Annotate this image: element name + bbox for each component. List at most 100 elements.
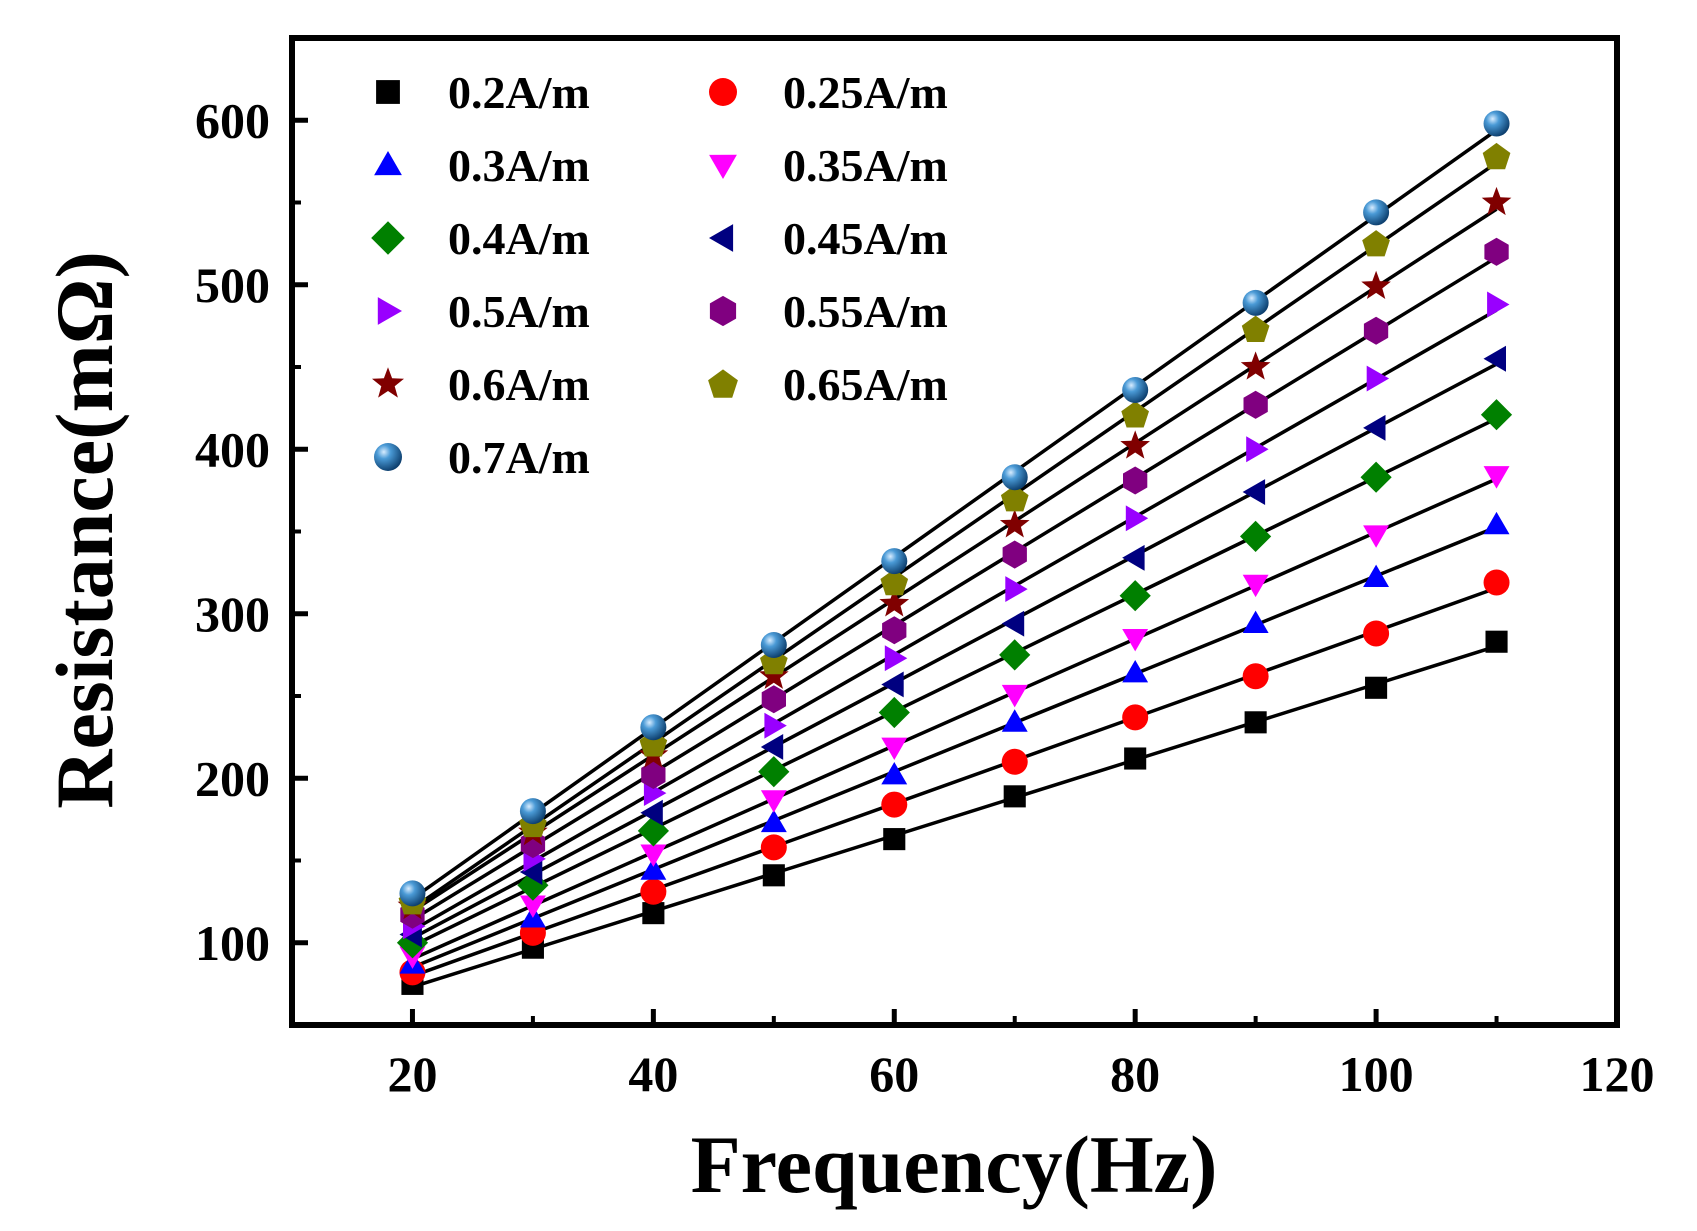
data-point: [1363, 525, 1389, 548]
data-point: [1242, 610, 1269, 633]
fit-line: [411, 362, 1498, 940]
data-point: [882, 616, 907, 645]
data-point: [760, 809, 787, 833]
data-point: [879, 588, 910, 617]
data-point: [999, 509, 1030, 538]
data-point: [399, 880, 426, 907]
data-point: [1483, 466, 1510, 489]
legend-marker: [374, 443, 402, 471]
data-point: [758, 756, 790, 788]
legend-marker: [377, 297, 402, 325]
data-point: [1365, 676, 1388, 699]
data-point: [1240, 351, 1271, 380]
legend-marker: [374, 151, 402, 176]
data-point: [1483, 511, 1510, 535]
data-point: [640, 857, 667, 880]
data-point: [1363, 414, 1386, 441]
data-point: [637, 815, 669, 847]
data-point: [1243, 390, 1268, 419]
data-point: [1001, 464, 1028, 491]
legend-label: 0.35A/m: [783, 140, 948, 191]
data-point: [884, 645, 908, 672]
data-point: [1242, 479, 1266, 505]
data-point: [881, 762, 908, 785]
y-tick-label: 300: [195, 586, 270, 642]
data-point: [1122, 629, 1149, 652]
fit-line: [411, 586, 1498, 978]
data-point: [1482, 142, 1511, 170]
data-point: [764, 712, 787, 739]
data-point: [1003, 785, 1026, 808]
data-point: [1001, 748, 1028, 775]
data-point: [1483, 110, 1510, 137]
data-point: [1363, 620, 1390, 647]
data-point: [1119, 580, 1151, 612]
data-point: [999, 639, 1031, 671]
x-tick-label: 60: [869, 1046, 919, 1102]
data-point: [1000, 485, 1029, 512]
data-point: [640, 799, 663, 826]
data-point: [1240, 520, 1272, 552]
data-point: [1123, 466, 1148, 495]
data-point: [1125, 505, 1149, 532]
data-point: [517, 869, 549, 901]
x-tick-label: 20: [387, 1046, 437, 1102]
data-point: [1483, 569, 1510, 596]
fit-line: [411, 308, 1498, 932]
legend-marker: [371, 221, 405, 255]
data-point: [1485, 630, 1508, 653]
data-point: [1122, 660, 1149, 683]
x-tick-label: 120: [1580, 1046, 1655, 1102]
data-point: [640, 878, 667, 905]
data-point: [1120, 430, 1150, 459]
y-tick-label: 400: [195, 421, 270, 477]
data-point: [1244, 711, 1267, 734]
legend: 0.2A/m 0.25A/m 0.3A/m 0.35A/m 0.4A/m 0.45A/m 0…: [371, 67, 948, 483]
data-point: [1481, 186, 1512, 216]
x-axis-title: Frequency(Hz): [691, 1119, 1218, 1210]
data-point: [642, 902, 665, 925]
data-point: [1242, 289, 1269, 316]
data-point: [1363, 199, 1390, 226]
data-point: [1483, 345, 1506, 372]
data-points: [396, 110, 1513, 995]
fit-line: [411, 416, 1498, 948]
data-point: [760, 632, 787, 659]
legend-marker: [709, 224, 734, 252]
data-point: [1362, 230, 1390, 257]
legend-label: 0.2A/m: [448, 67, 590, 118]
fit-line: [411, 477, 1498, 961]
data-point: [881, 671, 904, 698]
data-point: [1366, 365, 1390, 392]
data-point: [761, 685, 786, 714]
legend-marker: [708, 369, 738, 398]
legend-label: 0.65A/m: [783, 359, 948, 410]
fit-line: [411, 255, 1498, 922]
fit-lines: [411, 128, 1498, 989]
axes: 20 40 60 80 100 120 100 200 300 400 500 600: [195, 36, 1655, 1102]
data-point: [1122, 704, 1149, 731]
fit-line: [411, 207, 1498, 913]
legend-marker: [709, 154, 737, 179]
data-point: [881, 791, 908, 818]
data-point: [1001, 684, 1028, 708]
data-point: [1487, 291, 1510, 318]
data-point: [880, 569, 909, 596]
legend-marker: [376, 80, 400, 104]
data-point: [1122, 544, 1145, 571]
fit-line: [411, 161, 1498, 910]
data-point: [1005, 576, 1028, 602]
data-point: [759, 660, 789, 689]
data-point: [878, 696, 910, 729]
legend-label: 0.25A/m: [783, 67, 948, 118]
data-point: [519, 798, 546, 825]
legend-label: 0.4A/m: [448, 213, 590, 264]
data-point: [1242, 574, 1269, 598]
data-point: [1124, 747, 1147, 770]
data-point: [1360, 461, 1392, 493]
x-tick-label: 80: [1110, 1046, 1160, 1102]
data-point: [760, 790, 787, 813]
legend-label: 0.55A/m: [783, 286, 948, 337]
